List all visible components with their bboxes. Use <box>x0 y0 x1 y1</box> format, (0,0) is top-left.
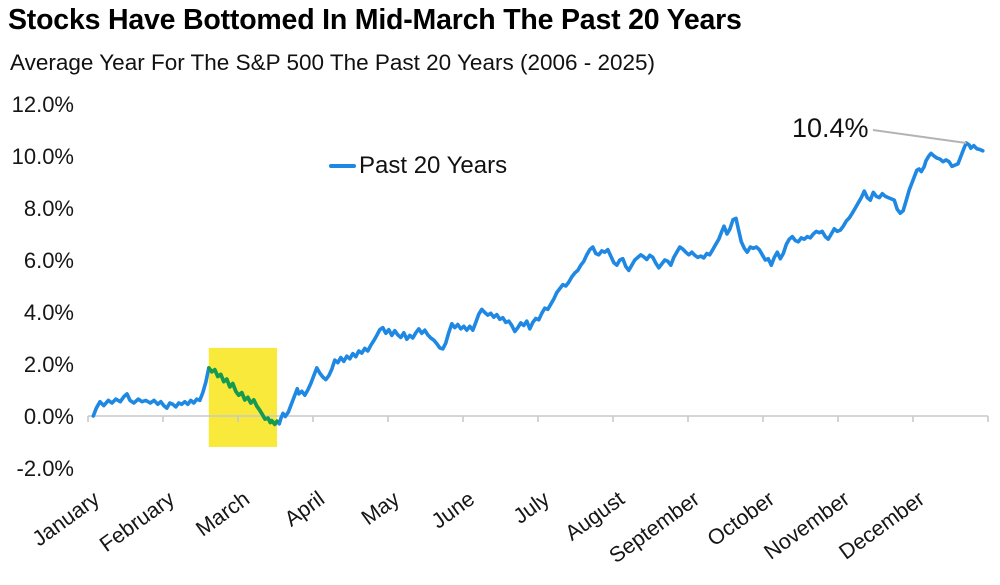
x-axis-month-label: December <box>835 487 929 565</box>
y-axis-tick-label: 6.0% <box>24 248 74 273</box>
x-axis-month-label: March <box>192 487 254 542</box>
page-title: Stocks Have Bottomed In Mid-March The Pa… <box>8 4 742 36</box>
end-value-annotation: 10.4% <box>792 113 869 143</box>
x-axis-month-label: May <box>357 486 404 529</box>
y-axis-tick-label: 0.0% <box>24 404 74 429</box>
y-axis-tick-label: 2.0% <box>24 352 74 377</box>
y-axis-tick-label: 12.0% <box>12 92 74 117</box>
legend-line-swatch <box>329 164 356 168</box>
page-subtitle: Average Year For The S&P 500 The Past 20… <box>10 50 656 75</box>
y-axis-tick-label: 10.0% <box>12 144 74 169</box>
y-axis-tick-label: -2.0% <box>17 456 74 481</box>
series-line-highlight-segment <box>207 366 279 427</box>
y-axis-tick-label: 8.0% <box>24 196 74 221</box>
annotation-leader-line <box>872 129 967 144</box>
legend-label: Past 20 Years <box>359 152 508 179</box>
x-axis-month-label: August <box>561 487 629 546</box>
legend: Past 20 Years <box>329 152 507 180</box>
x-axis-month-label: February <box>95 486 179 556</box>
x-axis-month-label: January <box>28 486 104 551</box>
x-axis-month-label: June <box>427 487 479 534</box>
y-axis-tick-label: 4.0% <box>24 300 74 325</box>
x-axis-month-label: July <box>509 486 554 528</box>
x-axis-month-label: April <box>280 487 329 532</box>
